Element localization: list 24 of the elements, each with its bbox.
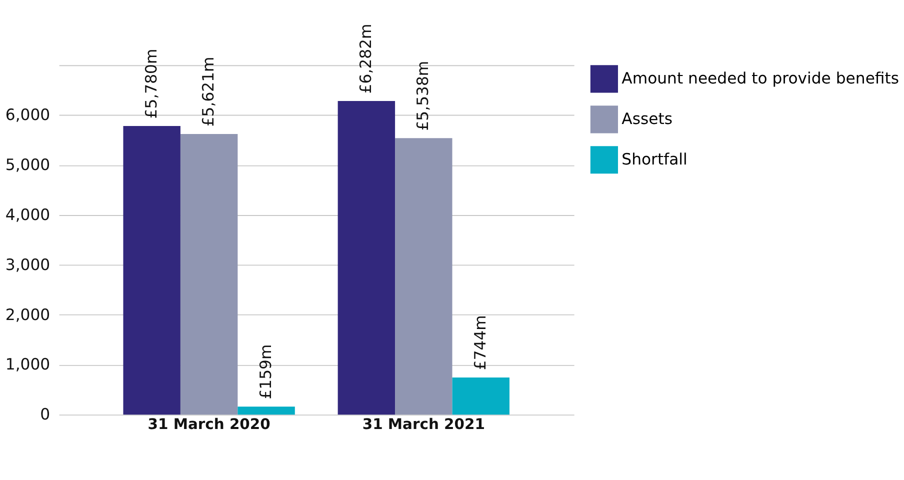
y-tick-label: 5,000	[5, 155, 50, 174]
bar	[395, 138, 452, 415]
y-tick-label: 6,000	[5, 105, 50, 124]
data-label: £5,621m	[198, 56, 218, 127]
bar	[452, 377, 510, 415]
legend-label: Amount needed to provide benefits	[622, 68, 900, 88]
y-tick-label: 4,000	[5, 204, 50, 224]
bar	[180, 134, 238, 415]
data-label: £744m	[470, 315, 490, 370]
bar	[338, 100, 396, 415]
y-tick-label: 0	[40, 404, 50, 424]
legend-label: Assets	[622, 109, 673, 128]
data-label: £6,282m	[356, 24, 376, 94]
data-label: £159m	[256, 344, 275, 400]
x-tick-label: 31 March 2020	[148, 416, 270, 433]
data-label: £5,538m	[413, 60, 432, 131]
y-tick-label: 1,000	[5, 354, 50, 374]
bar	[123, 126, 180, 415]
y-tick-label: 2,000	[5, 304, 50, 324]
data-label: £5,780m	[141, 48, 160, 119]
y-tick-label: 3,000	[5, 254, 50, 274]
x-tick-label: 31 March 2021	[362, 416, 485, 433]
legend-label: Shortfall	[622, 149, 688, 168]
bar	[238, 406, 295, 415]
